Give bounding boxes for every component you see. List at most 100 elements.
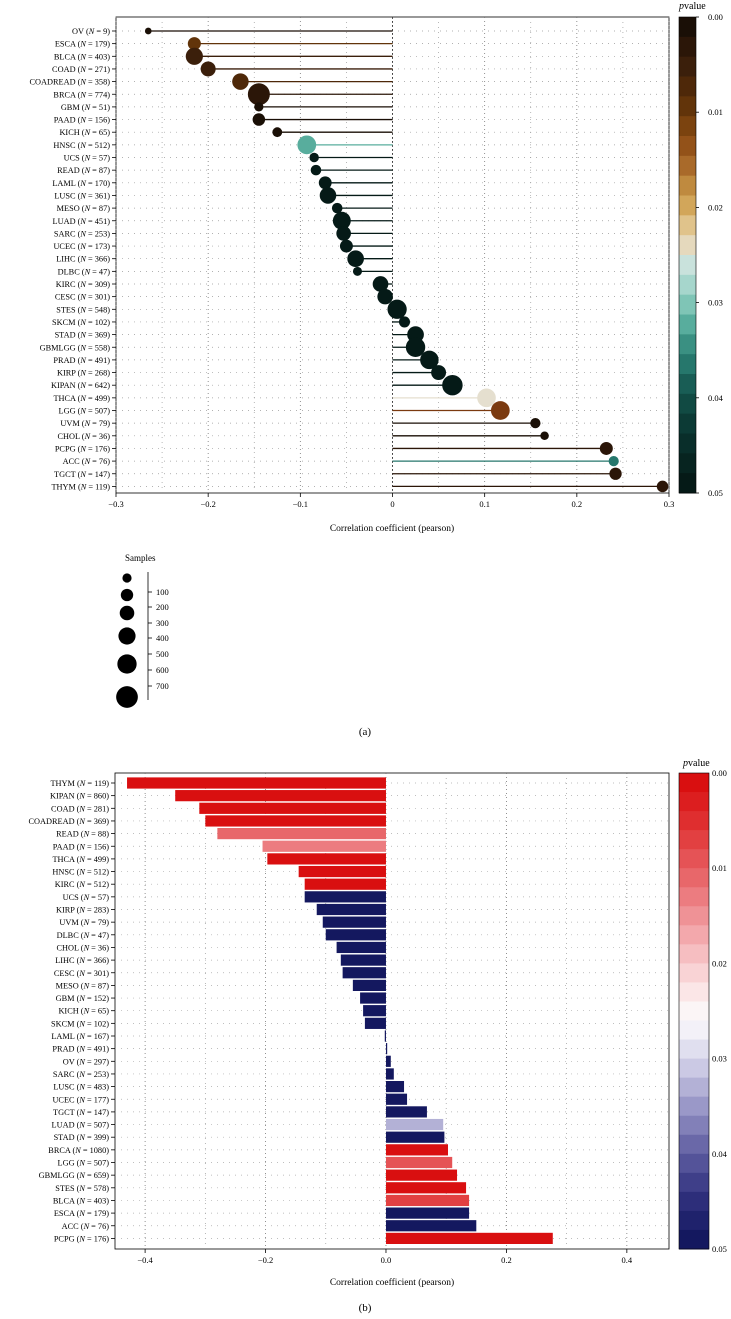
n-symbol: N [79, 779, 86, 788]
n-symbol: N [79, 343, 86, 352]
colorbar-swatch [679, 235, 696, 256]
lollipop-dot [398, 316, 411, 328]
lollipop-dot [339, 239, 353, 253]
row-chol: CHOL (N = 36) [56, 941, 386, 954]
bar [205, 815, 386, 827]
lollipop-dot [331, 202, 343, 214]
row-read: READ (N = 88) [56, 828, 386, 840]
row-brca: BRCA (N = 774) [53, 83, 393, 106]
lollipop-dot [377, 288, 393, 305]
row-gbm: GBM (N = 51) [61, 102, 393, 112]
cancer-name: DLBC ( [57, 931, 84, 940]
n-symbol: N [84, 267, 91, 276]
colorbar-frame [678, 16, 697, 494]
lollipop-dot [490, 401, 510, 420]
y-tick-label: KICH (N = 65) [58, 1007, 109, 1016]
y-tick-label: COADREAD (N = 358) [29, 78, 110, 87]
bar [352, 979, 386, 991]
sample-count: = 65) [90, 128, 110, 137]
row-kich: KICH (N = 65) [59, 127, 393, 137]
cancer-name: GBMLGG ( [39, 1171, 80, 1180]
colorbar-swatch [679, 868, 709, 888]
x-tick-label: 0.4 [622, 1255, 633, 1265]
row-brca: BRCA (N = 1080) [48, 1144, 449, 1156]
y-tick-label: THYM (N = 119) [51, 482, 110, 491]
cancer-name: ACC ( [63, 457, 85, 466]
cancer-name: READ ( [56, 830, 84, 839]
colorbar-swatch [679, 1191, 709, 1212]
n-symbol: N [79, 305, 86, 314]
colorbar-frame [678, 772, 710, 1250]
n-symbol: N [78, 804, 85, 813]
y-tick-label: COAD (N = 271) [52, 65, 110, 74]
n-symbol: N [78, 1083, 85, 1092]
cancer-name: LUAD ( [52, 1121, 80, 1130]
y-tick-label: STES (N = 578) [55, 1184, 109, 1193]
cancer-name: STAD ( [55, 331, 81, 340]
n-symbol: N [79, 470, 86, 479]
cancer-name: LGG ( [58, 1159, 80, 1168]
colorbar-swatch [679, 314, 696, 335]
sample-count: = 167) [85, 1032, 109, 1041]
size-legend-dot [118, 627, 136, 645]
row-kipan: KIPAN (N = 860) [50, 790, 386, 802]
cancer-name: BRCA ( [53, 90, 80, 99]
colorbar-tick-label: 0.00 [712, 768, 727, 778]
cancer-name: READ ( [57, 166, 85, 175]
row-skcm: SKCM (N = 102) [52, 316, 411, 328]
cancer-name: THCA ( [53, 394, 80, 403]
n-symbol: N [79, 217, 86, 226]
row-lihc: LIHC (N = 366) [55, 954, 386, 966]
colorbar-swatch [679, 773, 709, 793]
y-tick-label: PCPG (N = 176) [54, 1234, 109, 1243]
row-ucs: UCS (N = 57) [64, 152, 393, 163]
row-kirc: KIRC (N = 309) [56, 276, 393, 292]
cancer-name: KICH ( [58, 1007, 83, 1016]
cancer-name: CESC ( [54, 969, 80, 978]
sample-count: = 253) [85, 1070, 109, 1079]
lollipop-dot [310, 164, 322, 176]
colorbar-swatch [679, 175, 696, 196]
cancer-name: STAD ( [54, 1133, 80, 1142]
row-laml: LAML (N = 170) [52, 176, 393, 190]
x-tick-label: −0.3 [108, 499, 123, 509]
row-hnsc: HNSC (N = 512) [52, 865, 386, 878]
row-sarc: SARC (N = 253) [54, 226, 393, 241]
bar [385, 1131, 445, 1143]
y-tick-label: ESCA (N = 179) [55, 40, 110, 49]
cancer-name: BRCA ( [48, 1146, 75, 1155]
n-symbol: N [79, 381, 86, 390]
size-legend-dot [120, 588, 134, 602]
n-symbol: N [84, 457, 91, 466]
colorbar-tick-label: 0.00 [708, 12, 723, 22]
lollipop-dot [252, 113, 266, 126]
sample-count: = 483) [85, 1083, 109, 1092]
n-symbol: N [78, 1095, 85, 1104]
row-sarc: SARC (N = 253) [53, 1068, 394, 1080]
y-tick-label: UVM (N = 79) [59, 918, 109, 927]
cancer-name: SARC ( [54, 229, 81, 238]
sample-count: = 774) [86, 90, 110, 99]
bar [304, 891, 386, 903]
n-symbol: N [78, 1234, 85, 1243]
row-tgct: TGCT (N = 147) [54, 467, 622, 480]
colorbar-swatch [679, 830, 709, 850]
y-tick-label: CESC (N = 301) [54, 969, 109, 978]
row-ucec: UCEC (N = 173) [53, 239, 393, 253]
n-symbol: N [78, 842, 85, 851]
n-symbol: N [78, 868, 85, 877]
sample-count: = 156) [86, 116, 110, 125]
y-tick-label: OV (N = 9) [72, 27, 110, 36]
n-symbol: N [78, 817, 85, 826]
sample-count: = 179) [86, 40, 110, 49]
sample-count: = 361) [86, 191, 110, 200]
panel-b-rows: THYM (N = 119)KIPAN (N = 860)COAD (N = 2… [28, 777, 553, 1244]
cancer-name: UCS ( [64, 154, 85, 163]
row-gbm: GBM (N = 152) [56, 992, 386, 1004]
row-chol: CHOL (N = 36) [57, 431, 549, 441]
x-tick-label: 0.2 [501, 1255, 512, 1265]
sample-count: = 403) [86, 52, 110, 61]
n-symbol: N [84, 166, 91, 175]
n-symbol: N [74, 1146, 81, 1155]
colorbar-swatch [679, 887, 709, 907]
